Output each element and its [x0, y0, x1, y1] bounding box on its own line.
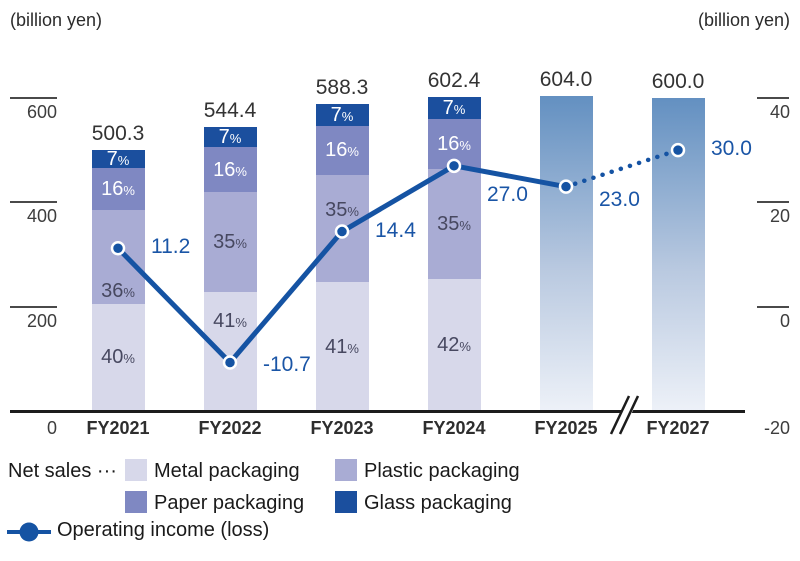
segment-percent-label: 41%	[325, 335, 359, 358]
segment-percent-label: 36%	[101, 280, 135, 302]
glass-packaging-segment: 7%	[427, 96, 481, 119]
x-axis-label-fy2025: FY2025	[534, 418, 598, 438]
glass-packaging-segment: 7%	[91, 148, 145, 171]
legend-swatch-glass-packaging	[335, 491, 357, 513]
operating-income-value-label: 27.0	[487, 182, 528, 206]
operating-income-value-label: 14.4	[375, 218, 416, 242]
legend-label-plastic-packaging: Plastic packaging	[364, 460, 520, 482]
left-axis-tick-label: 600	[26, 102, 57, 122]
operating-income-value-label: 11.2	[151, 235, 191, 259]
net-sales-total-label: 500.3	[91, 122, 145, 145]
legend-swatch-metal-packaging	[125, 459, 147, 481]
x-axis-label-fy2022: FY2022	[198, 418, 262, 438]
segment-percent-label: 16%	[437, 132, 471, 155]
left-axis-tick	[10, 97, 57, 99]
segment-percent-label: 16%	[325, 139, 359, 162]
paper-packaging-segment: 16%	[203, 146, 257, 193]
paper-packaging-segment: 16%	[91, 168, 145, 211]
legend-label-operating-income: Operating income (loss)	[57, 519, 270, 541]
metal-packaging-segment: 41%	[203, 291, 257, 411]
plastic-packaging-segment: 35%	[203, 192, 257, 292]
segment-percent-label: 35%	[325, 199, 359, 222]
legend-label-glass-packaging: Glass packaging	[364, 492, 512, 514]
right-axis-tick	[757, 201, 789, 204]
x-axis-line	[10, 409, 745, 413]
operating-income-value-label: 30.0	[711, 137, 752, 161]
glass-packaging-segment: 7%	[315, 103, 369, 126]
left-axis-tick	[10, 305, 57, 308]
x-axis-label-fy2021: FY2021	[86, 418, 150, 438]
segment-percent-label: 40%	[101, 346, 135, 369]
segment-percent-label: 7%	[330, 103, 354, 126]
paper-packaging-segment: 16%	[427, 118, 481, 169]
metal-packaging-segment: 42%	[427, 279, 481, 411]
paper-packaging-segment: 16%	[315, 125, 369, 175]
x-axis-label-fy2023: FY2023	[310, 418, 374, 438]
left-axis-tick-label: 0	[46, 418, 57, 438]
glass-packaging-segment: 7%	[203, 125, 257, 148]
segment-percent-label: 7%	[106, 148, 130, 171]
net-sales-total-label: 602.4	[427, 68, 481, 92]
bar-fy2027	[651, 98, 705, 411]
legend-operating-income-line-marker-icon	[7, 522, 51, 542]
segment-percent-label: 16%	[213, 158, 247, 181]
operating-income-value-label: -10.7	[263, 353, 311, 377]
x-axis-label-fy2027: FY2027	[646, 418, 710, 438]
metal-packaging-segment: 41%	[315, 282, 369, 411]
left-axis-tick-label: 400	[26, 206, 57, 227]
net-sales-total-label: 600.0	[651, 70, 705, 93]
operating-income-value-label: 23.0	[599, 187, 640, 211]
plastic-packaging-segment: 36%	[91, 210, 145, 304]
net-sales-total-label: 588.3	[315, 76, 369, 100]
left-axis-tick	[10, 201, 57, 204]
left-axis-tick-label: 200	[26, 310, 57, 331]
right-axis-tick-label: 0	[779, 310, 790, 331]
plastic-packaging-segment: 35%	[315, 174, 369, 283]
right-axis-unit-label: (billion yen)	[697, 10, 790, 30]
right-axis-tick-label: 20	[769, 206, 790, 227]
plastic-packaging-segment: 35%	[427, 169, 481, 279]
segment-percent-label: 35%	[213, 231, 247, 253]
segment-percent-label: 41%	[213, 310, 247, 333]
segment-percent-label: 7%	[218, 125, 242, 148]
right-axis-tick	[757, 97, 789, 99]
right-axis-tick-label: 40	[769, 102, 790, 122]
right-axis-tick	[757, 305, 789, 308]
segment-percent-label: 7%	[442, 96, 466, 119]
left-axis-unit-label: (billion yen)	[10, 10, 103, 30]
right-axis-tick-label: -20	[763, 418, 790, 438]
net-sales-total-label: 544.4	[203, 99, 257, 122]
segment-percent-label: 35%	[437, 213, 471, 235]
bar-fy2025	[539, 95, 593, 411]
net-sales-total-label: 604.0	[539, 67, 593, 91]
legend-swatch-paper-packaging	[125, 491, 147, 513]
legend-label-paper-packaging: Paper packaging	[154, 492, 305, 514]
segment-percent-label: 42%	[437, 333, 471, 356]
x-axis-label-fy2024: FY2024	[422, 418, 486, 438]
metal-packaging-segment: 40%	[91, 303, 145, 411]
legend-swatch-plastic-packaging	[335, 459, 357, 481]
legend-label-metal-packaging: Metal packaging	[154, 460, 300, 482]
legend-net-sales-label: Net sales ···	[8, 460, 117, 482]
segment-percent-label: 16%	[101, 178, 135, 201]
